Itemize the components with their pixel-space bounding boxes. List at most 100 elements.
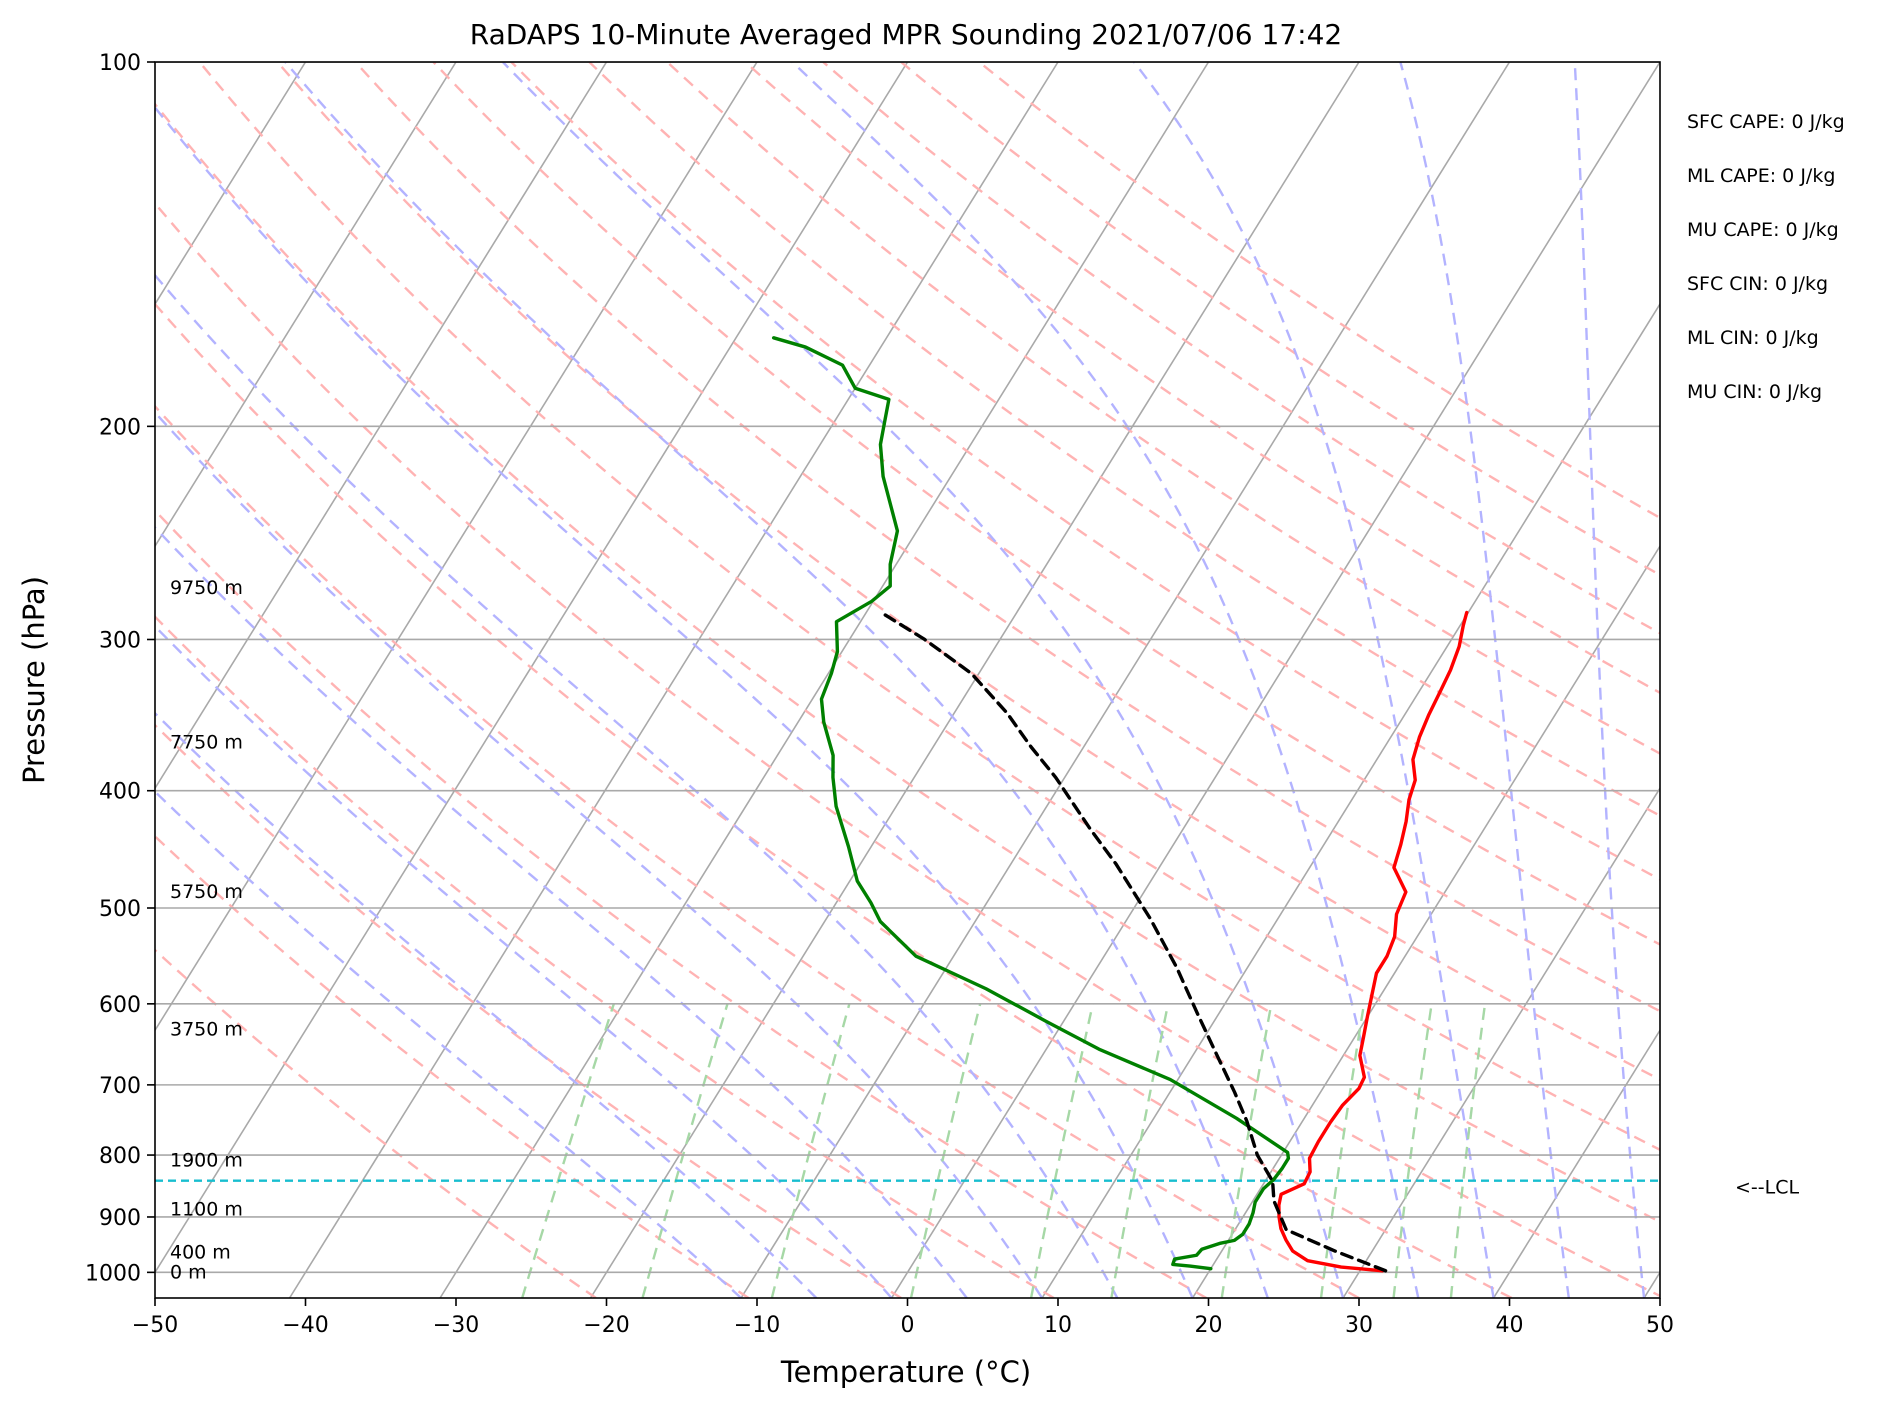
- mixing-ratio-line: [1319, 1003, 1366, 1298]
- dry-adiabat-line: [354, 62, 1660, 1013]
- stability-index-text: SFC CAPE: 0 J/kg: [1687, 111, 1845, 133]
- dry-adiabat-line: [155, 834, 750, 1298]
- y-tick-label: 300: [99, 628, 141, 653]
- moist-adiabat-line: [1399, 62, 1570, 1298]
- height-label: 400 m: [170, 1242, 231, 1264]
- x-tick-label: −20: [583, 1313, 629, 1338]
- isotherm-line: [288, 62, 1059, 1298]
- moist-adiabat-line: [1573, 62, 1646, 1298]
- isotherm-line: [740, 62, 1511, 1298]
- lcl-label: <--LCL: [1735, 1177, 1799, 1199]
- height-label: 7750 m: [170, 732, 243, 754]
- isotherm-line: [1191, 544, 1660, 1298]
- background-lines: [155, 62, 1660, 1298]
- x-tick-label: 30: [1345, 1313, 1373, 1338]
- moist-adiabat-line: [1133, 62, 1495, 1298]
- dry-adiabat-line: [155, 948, 597, 1298]
- dry-adiabat-line: [155, 508, 1207, 1298]
- dry-adiabat-line: [432, 62, 1660, 946]
- mixing-ratio-line: [1029, 1003, 1095, 1298]
- height-label: 0 m: [170, 1261, 207, 1283]
- dry-adiabat-line: [744, 62, 1660, 695]
- y-tick-label: 1000: [85, 1261, 141, 1286]
- mixing-ratio-line: [770, 1003, 851, 1298]
- data-series: [771, 336, 1469, 1273]
- isotherm-line: [439, 62, 1210, 1298]
- x-tick-label: −50: [132, 1313, 178, 1338]
- isotherm-line: [155, 62, 758, 1032]
- moist-adiabat-line: [155, 410, 1044, 1298]
- stability-index-text: MU CIN: 0 J/kg: [1687, 381, 1822, 403]
- dry-adiabat-line: [666, 62, 1660, 755]
- y-tick-label: 100: [99, 51, 141, 76]
- stability-index-text: ML CAPE: 0 J/kg: [1687, 165, 1835, 187]
- stability-index-text: MU CAPE: 0 J/kg: [1687, 219, 1839, 241]
- height-label: 5750 m: [170, 881, 243, 903]
- moist-adiabat-line: [791, 62, 1420, 1298]
- dry-adiabat-line: [276, 62, 1660, 1081]
- y-tick-label: 200: [99, 415, 141, 440]
- y-tick-label: 800: [99, 1144, 141, 1169]
- x-axis-label: Temperature (°C): [780, 1355, 1031, 1389]
- moist-adiabat-line: [155, 273, 1119, 1298]
- x-tick-label: 20: [1195, 1313, 1223, 1338]
- mixing-ratio-line: [641, 1003, 729, 1298]
- mixing-ratio-line: [1110, 1003, 1170, 1298]
- dry-adiabat-line: [900, 62, 1660, 577]
- height-label: 3750 m: [170, 1018, 243, 1040]
- dry-adiabat-line: [155, 615, 1055, 1298]
- dry-adiabat-line: [155, 201, 1660, 1298]
- mixing-ratio-line: [1392, 1003, 1433, 1298]
- dry-adiabat-line: [588, 62, 1660, 818]
- moist-adiabat-line: [501, 62, 1345, 1298]
- y-tick-label: 600: [99, 993, 141, 1018]
- dry-adiabat-line: [155, 404, 1360, 1298]
- y-tick-label: 400: [99, 780, 141, 805]
- dry-adiabat-line: [978, 62, 1660, 520]
- y-axis-label: Pressure (hPa): [17, 576, 51, 784]
- stability-index-text: ML CIN: 0 J/kg: [1687, 327, 1819, 349]
- moist-adiabat-line: [155, 525, 968, 1298]
- dry-adiabat-line: [510, 62, 1660, 881]
- height-label: 9750 m: [170, 577, 243, 599]
- stability-index-text: SFC CIN: 0 J/kg: [1687, 273, 1828, 295]
- isotherm-line: [155, 62, 307, 306]
- mixing-ratio-line: [909, 1003, 982, 1298]
- dry-adiabat-line: [155, 102, 1660, 1224]
- isotherm-line: [1342, 786, 1660, 1298]
- y-tick-label: 900: [99, 1206, 141, 1231]
- parcel-path: [879, 610, 1388, 1273]
- moist-adiabat-line: [155, 711, 818, 1298]
- moist-adiabat-line: [155, 105, 1194, 1298]
- x-tick-label: −40: [282, 1313, 328, 1338]
- x-axis: −50 −40 −30 −20 −10 0 10 20 30 40 50: [132, 1298, 1674, 1338]
- dry-adiabat-line: [155, 302, 1513, 1298]
- isotherm-line: [155, 62, 457, 548]
- y-tick-label: 500: [99, 897, 141, 922]
- mixing-ratio-line: [1449, 1003, 1487, 1298]
- moist-adiabat-line: [155, 789, 742, 1298]
- chart-title: RaDAPS 10-Minute Averaged MPR Sounding 2…: [470, 18, 1342, 51]
- x-tick-label: −10: [734, 1313, 780, 1338]
- x-tick-label: 10: [1044, 1313, 1072, 1338]
- x-tick-label: −30: [433, 1313, 479, 1338]
- isotherm-line: [155, 62, 608, 790]
- isotherm-line: [155, 62, 909, 1274]
- mixing-ratio-line: [1220, 1003, 1273, 1298]
- dewpoint-profile: [771, 336, 1291, 1271]
- moist-adiabat-line: [284, 62, 1269, 1298]
- y-axis: 100 200 300 400 500 600 700 800 900 1000: [85, 51, 155, 1286]
- isotherm-line: [1041, 302, 1660, 1298]
- height-label: 1100 m: [170, 1198, 243, 1220]
- isotherm-line: [589, 62, 1360, 1298]
- dry-adiabat-line: [822, 62, 1660, 635]
- mixing-ratio-line: [521, 1003, 615, 1298]
- stability-indices: SFC CAPE: 0 J/kg ML CAPE: 0 J/kg MU CAPE: …: [1687, 111, 1845, 403]
- moist-adiabat-line: [155, 624, 893, 1298]
- x-tick-label: 50: [1646, 1313, 1674, 1338]
- x-tick-label: 0: [901, 1313, 915, 1338]
- dry-adiabat-line: [198, 62, 1660, 1152]
- y-tick-label: 700: [99, 1074, 141, 1099]
- isotherm-line: [1492, 1028, 1660, 1298]
